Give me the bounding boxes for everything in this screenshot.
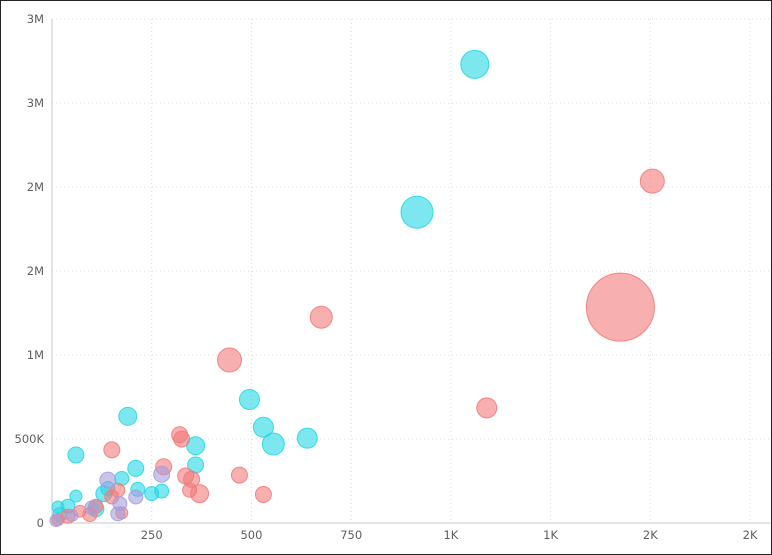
data-point-cyan[interactable]	[252, 416, 274, 438]
y-tick-label: 3M	[27, 96, 44, 110]
data-point-cyan[interactable]	[118, 406, 138, 426]
data-points	[49, 49, 665, 527]
x-tick-label: 2K	[643, 528, 658, 542]
y-axis-labels: 0 500K 1M 2M 2M 3M 3M	[15, 12, 45, 530]
data-point-lavender[interactable]	[153, 465, 171, 483]
x-tick-label: 250	[141, 528, 163, 542]
x-tick-label: 750	[340, 528, 362, 542]
x-axis-labels: 250 500 750 1K 1K 2K 2K	[141, 528, 758, 542]
data-point-lavender[interactable]	[65, 508, 79, 522]
data-point-lavender[interactable]	[84, 500, 100, 516]
data-point-salmon[interactable]	[585, 272, 655, 342]
data-point-salmon[interactable]	[190, 484, 210, 504]
data-point-salmon[interactable]	[173, 430, 191, 448]
data-point-cyan[interactable]	[238, 389, 260, 411]
data-point-salmon[interactable]	[476, 397, 498, 419]
data-point-cyan[interactable]	[460, 49, 490, 79]
data-point-lavender[interactable]	[49, 513, 63, 527]
data-point-lavender[interactable]	[128, 489, 144, 505]
y-tick-label: 2M	[27, 180, 44, 194]
data-point-cyan[interactable]	[69, 489, 83, 503]
data-point-salmon[interactable]	[254, 485, 272, 503]
grid-layer	[52, 18, 770, 523]
y-tick-label: 2M	[27, 264, 44, 278]
y-tick-label: 1M	[27, 348, 44, 362]
data-point-salmon[interactable]	[103, 441, 121, 459]
data-point-salmon[interactable]	[230, 466, 248, 484]
data-point-cyan[interactable]	[127, 459, 145, 477]
x-tick-label: 500	[240, 528, 262, 542]
y-tick-label: 500K	[15, 432, 45, 446]
y-tick-label: 0	[37, 516, 44, 530]
data-point-cyan[interactable]	[154, 483, 170, 499]
data-point-cyan[interactable]	[261, 432, 285, 456]
x-tick-label: 1K	[543, 528, 558, 542]
x-tick-label: 1K	[443, 528, 458, 542]
data-point-salmon[interactable]	[309, 305, 333, 329]
data-point-cyan[interactable]	[296, 427, 318, 449]
data-point-salmon[interactable]	[639, 168, 665, 194]
axis-layer	[51, 19, 770, 524]
data-point-lavender[interactable]	[99, 471, 117, 489]
data-point-salmon[interactable]	[217, 347, 243, 373]
data-point-lavender[interactable]	[110, 506, 126, 522]
data-point-cyan[interactable]	[67, 446, 85, 464]
data-point-cyan[interactable]	[400, 195, 434, 229]
x-tick-label: 2K	[743, 528, 758, 542]
y-tick-label: 3M	[27, 12, 44, 26]
